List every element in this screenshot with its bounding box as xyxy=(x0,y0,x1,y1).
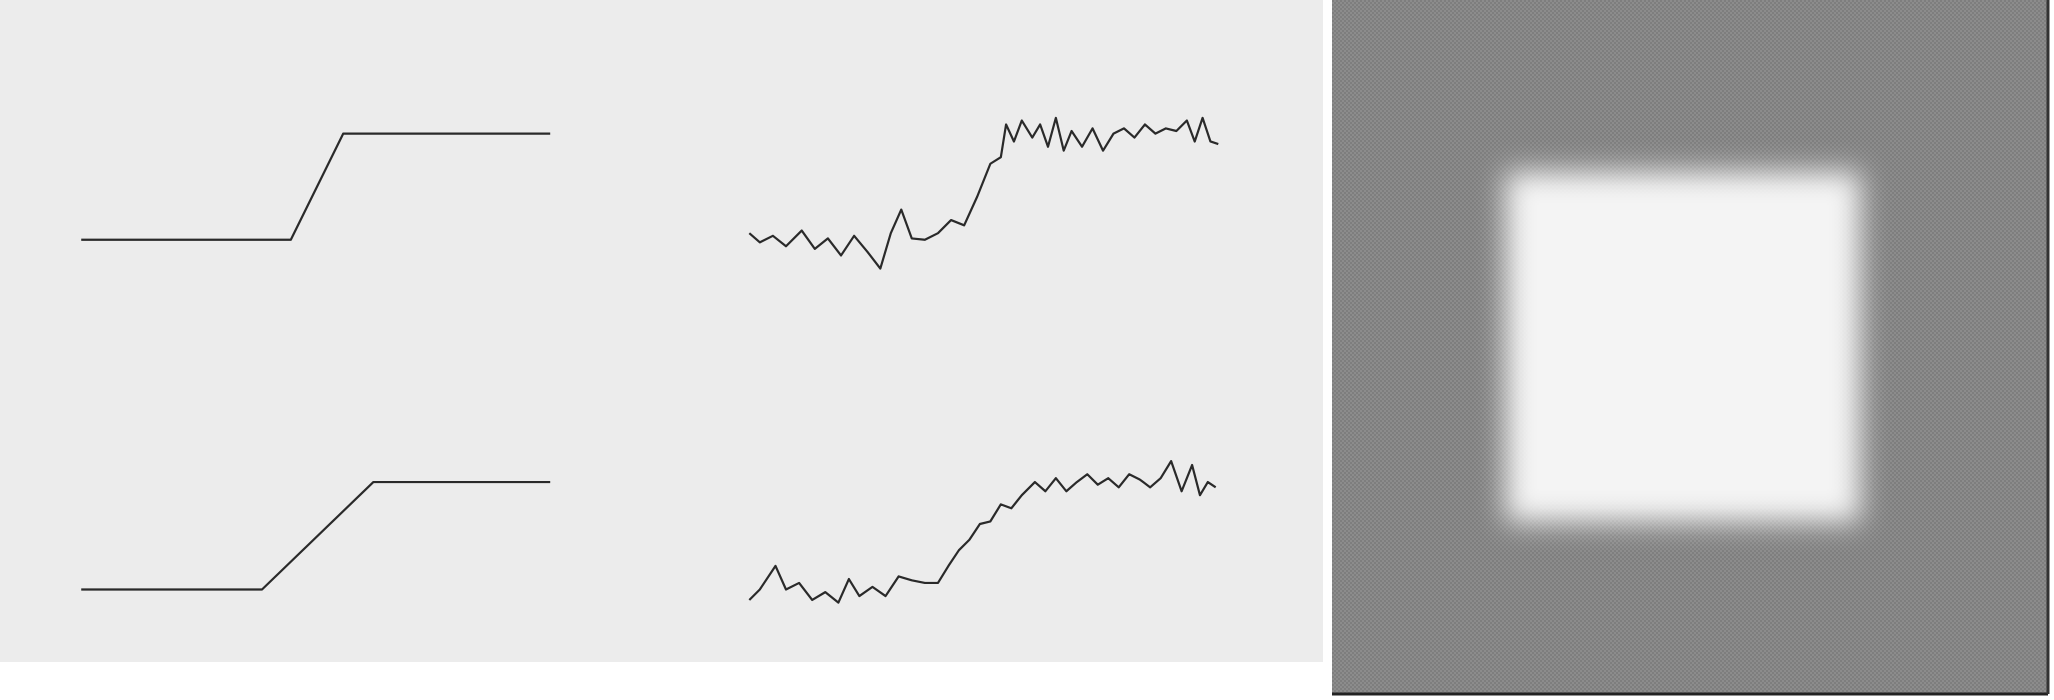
gradual-ramp-edge xyxy=(81,482,550,589)
steep-ramp-edge xyxy=(81,134,550,240)
edge-profiles xyxy=(81,118,1218,603)
noisy-gradual-edge xyxy=(749,461,1215,602)
blurred-square xyxy=(1506,172,1860,522)
profile-panel xyxy=(0,0,1323,662)
noisy-steep-edge xyxy=(749,118,1218,269)
blurred-square-panel xyxy=(1332,0,2050,696)
